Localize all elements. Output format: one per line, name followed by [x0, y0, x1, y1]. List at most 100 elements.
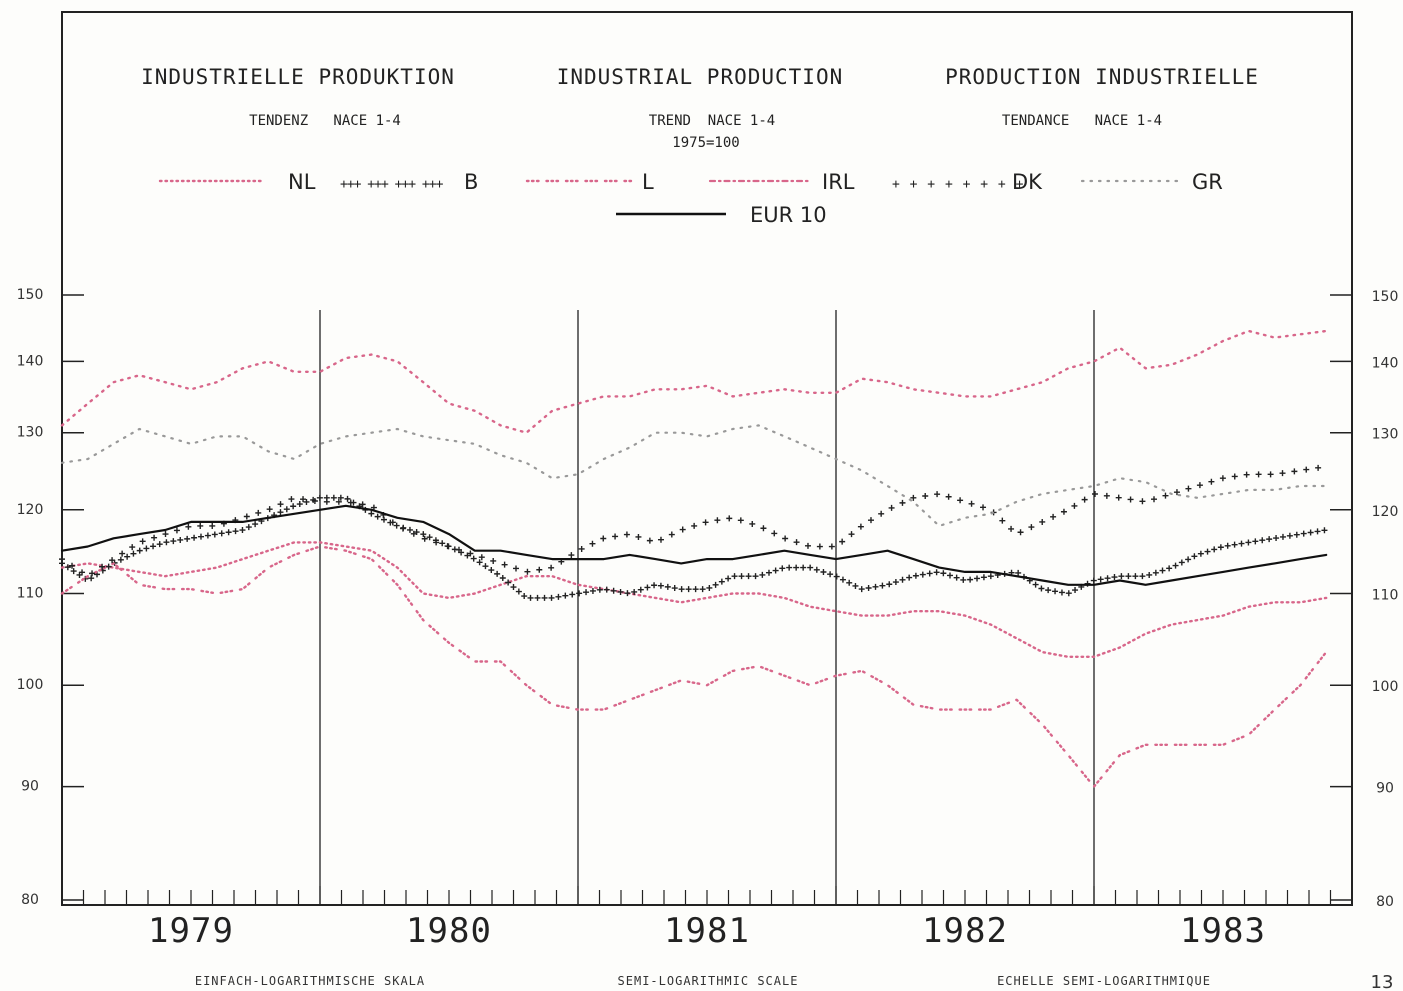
year-label-1979: 1979: [148, 911, 234, 951]
subtitle-en: TREND NACE 1-4: [649, 113, 775, 129]
series-b-marker: [583, 589, 590, 596]
series-b-marker: [967, 576, 974, 583]
series-b-marker: [879, 582, 886, 589]
series-b-marker: [912, 572, 919, 579]
legend-item-b: +++ +++ +++ +++ B: [340, 170, 478, 194]
series-b-marker: [1217, 544, 1224, 551]
series-b-marker: [759, 571, 766, 578]
series-dk-marker: [399, 525, 406, 532]
series-dk-marker: [151, 534, 158, 541]
series-b-marker: [88, 575, 95, 582]
year-label-1983: 1983: [1180, 911, 1266, 951]
series-b-marker: [1125, 573, 1132, 580]
series-dk-marker: [910, 494, 917, 501]
series-b-marker: [624, 590, 631, 597]
series-dk-marker: [243, 513, 250, 520]
series-b-marker: [712, 581, 719, 588]
series-l-line: [60, 545, 1328, 788]
series-b-marker: [470, 555, 477, 562]
series-b-marker: [631, 588, 638, 595]
series-b-marker: [136, 547, 143, 554]
series-dk-marker: [288, 496, 295, 503]
title-en: INDUSTRIAL PRODUCTION: [557, 65, 844, 89]
series-b-marker: [420, 531, 427, 538]
series-b-marker: [738, 573, 745, 580]
series-b-marker: [1259, 537, 1266, 544]
y-tick-label-left-130: 130: [17, 425, 44, 441]
series-b-marker: [692, 586, 699, 593]
series-dk-marker: [934, 491, 941, 498]
series-dk-marker: [444, 543, 451, 550]
series-b-marker: [218, 530, 225, 537]
series-b-marker: [651, 582, 658, 589]
series-dk-marker: [162, 531, 169, 538]
series-b-marker: [1132, 573, 1139, 580]
series-b-marker: [685, 586, 692, 593]
series-dk-marker: [490, 557, 497, 564]
series-dk-marker: [1071, 502, 1078, 509]
series-dk-marker: [185, 523, 192, 530]
series-b-marker: [610, 587, 617, 594]
series-dk-marker: [714, 517, 721, 524]
series-b-marker: [807, 564, 814, 571]
series-b-marker: [576, 590, 583, 597]
legend-item-dk: + + + + + + + + DK: [892, 170, 1043, 194]
series-dk-marker: [389, 519, 396, 526]
series-dk-marker: [635, 533, 642, 540]
series-b-marker: [1307, 529, 1314, 536]
footer-en: SEMI-LOGARITHMIC SCALE: [618, 974, 799, 988]
series-b-marker: [245, 524, 252, 531]
series-b-marker: [752, 573, 759, 580]
series-dk-marker: [589, 540, 596, 547]
series-b-marker: [1273, 535, 1280, 542]
series-b-marker: [337, 494, 344, 501]
series-b-marker: [1166, 565, 1173, 572]
series-dk-marker: [804, 542, 811, 549]
series-b-marker: [374, 513, 381, 520]
series-dk-marker: [839, 538, 846, 545]
series-b-marker: [494, 570, 501, 577]
series-b-marker: [393, 522, 400, 529]
series-b-marker: [725, 575, 732, 582]
legend-label-b: B: [464, 170, 478, 194]
series-dk-marker: [501, 561, 508, 568]
series-dk-marker: [737, 517, 744, 524]
series-b-marker: [657, 582, 664, 589]
series-b-marker: [1159, 567, 1166, 574]
series-dk-marker: [1315, 464, 1322, 471]
series-dk-marker: [1103, 492, 1110, 499]
subtitle-de: TENDENZ NACE 1-4: [249, 113, 401, 129]
series-b-marker: [1191, 553, 1198, 560]
series-dk-marker: [657, 536, 664, 543]
series-b-marker: [1245, 539, 1252, 546]
series-dk-marker: [1303, 466, 1310, 473]
series-b-marker: [1045, 587, 1052, 594]
series-dk-marker: [980, 504, 987, 511]
legend-label-gr: GR: [1192, 170, 1223, 194]
series-dk-marker: [1173, 489, 1180, 496]
series-dk-marker: [1050, 513, 1057, 520]
legend-item-l: L: [525, 170, 654, 194]
series-b-marker: [745, 573, 752, 580]
series-b-marker: [1038, 585, 1045, 592]
series-b-marker: [852, 582, 859, 589]
series-dk: [59, 464, 1322, 577]
series-b-marker: [1252, 538, 1259, 545]
series-b-marker: [858, 586, 865, 593]
series-dk-marker: [421, 535, 428, 542]
series-dk-marker: [1017, 529, 1024, 536]
series-b-marker: [1058, 589, 1065, 596]
series-b-marker: [699, 586, 706, 593]
legend-item-eur10: EUR 10: [616, 203, 827, 227]
series-b-marker: [303, 498, 310, 505]
legend-swatch-b: +++ +++ +++ +++: [340, 177, 444, 192]
series-b-marker: [527, 594, 534, 601]
series-b-marker: [426, 534, 433, 541]
series-dk-marker: [69, 562, 76, 569]
title-de: INDUSTRIELLE PRODUKTION: [141, 65, 455, 89]
series-dk-marker: [311, 497, 318, 504]
series-dk-marker: [702, 519, 709, 526]
series-b-marker: [290, 503, 297, 510]
series-b-marker: [846, 579, 853, 586]
